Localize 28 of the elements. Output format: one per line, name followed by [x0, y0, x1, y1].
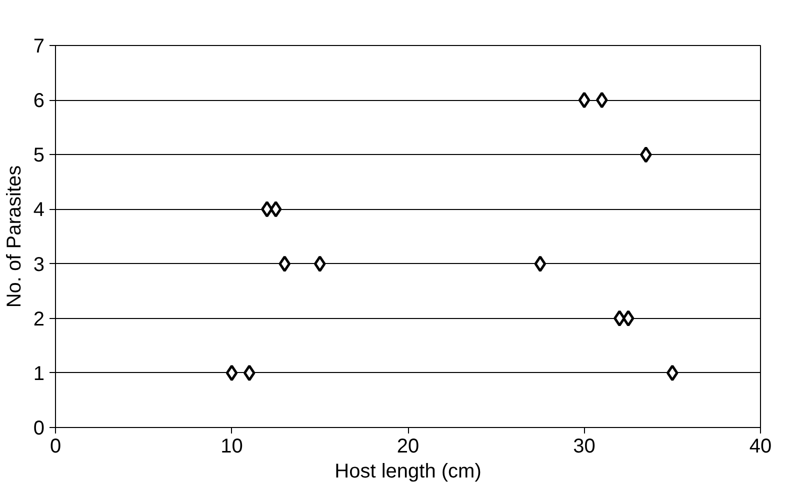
y-tick-label: 6	[33, 90, 44, 112]
point	[243, 364, 256, 382]
y-axis-title: No. of Parasites	[3, 165, 26, 308]
x-tick-label: 40	[749, 436, 772, 458]
point	[622, 310, 634, 327]
point	[261, 200, 273, 218]
point	[614, 310, 626, 327]
point	[666, 364, 678, 382]
point	[596, 92, 608, 108]
point	[578, 92, 590, 108]
x-tick-label: 0	[50, 436, 62, 458]
y-tick-label: 5	[33, 144, 44, 167]
y-tick-label: 3	[33, 254, 44, 276]
y-tick-label: 7	[33, 36, 44, 58]
point	[226, 364, 238, 382]
point	[640, 146, 652, 163]
point	[534, 256, 546, 272]
y-tick-label: 1	[33, 362, 44, 385]
point	[270, 200, 282, 218]
y-tick-label: 4	[33, 199, 44, 222]
y-tick-label: 0	[33, 418, 44, 440]
point	[314, 256, 326, 272]
x-tick-label: 20	[396, 436, 420, 458]
x-tick-label: 10	[220, 436, 243, 458]
x-axis-title: Host length (cm)	[334, 460, 482, 482]
x-tick-label: 30	[573, 436, 596, 458]
y-tick-label: 2	[33, 308, 44, 330]
point	[278, 256, 291, 272]
